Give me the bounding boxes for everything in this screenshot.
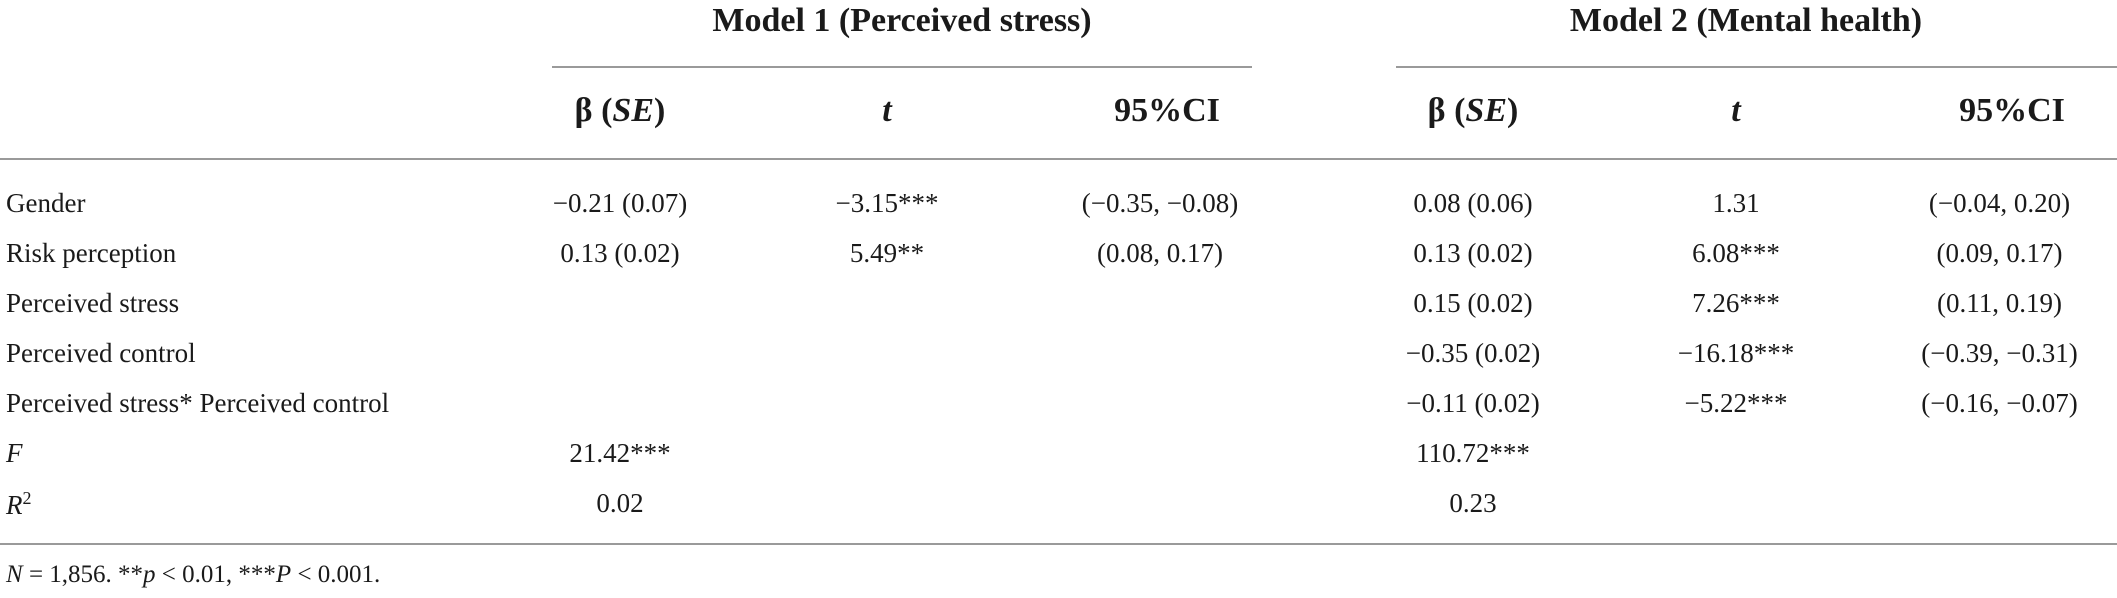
model-2-rule bbox=[1396, 66, 2117, 68]
cell: 0.08 (0.06) bbox=[1413, 188, 1533, 218]
row-label-f: F bbox=[6, 438, 23, 468]
cell: −0.21 (0.07) bbox=[552, 188, 688, 218]
cell: 7.26*** bbox=[1692, 288, 1780, 318]
cell: 0.02 bbox=[596, 488, 644, 518]
row-label-risk-perception: Risk perception bbox=[6, 238, 177, 268]
cell: (0.11, 0.19) bbox=[1937, 288, 2062, 318]
row-label-gender: Gender bbox=[6, 188, 86, 218]
cell: (−0.35, −0.08) bbox=[1081, 188, 1239, 218]
cell: −3.15*** bbox=[835, 188, 939, 218]
row-label-perceived-stress: Perceived stress bbox=[6, 288, 180, 318]
cell: 21.42*** bbox=[569, 438, 671, 468]
cell: 0.13 (0.02) bbox=[560, 238, 680, 268]
cell: (−0.39, −0.31) bbox=[1921, 338, 2078, 368]
cell: 5.49** bbox=[849, 238, 925, 268]
model-2-title: Model 2 (Mental health) bbox=[1569, 2, 1923, 39]
cell: −5.22*** bbox=[1684, 388, 1788, 418]
cell: (−0.16, −0.07) bbox=[1921, 388, 2078, 418]
cell: 0.23 bbox=[1449, 488, 1497, 518]
row-label-r-squared: R2 bbox=[6, 488, 32, 520]
model-1-rule bbox=[552, 66, 1252, 68]
table-bottom-rule bbox=[0, 543, 2117, 545]
col-beta-m1: β (SE) bbox=[574, 92, 666, 129]
cell: 0.13 (0.02) bbox=[1413, 238, 1533, 268]
cell: −0.35 (0.02) bbox=[1405, 338, 1541, 368]
cell: 110.72*** bbox=[1416, 438, 1530, 468]
cell: −0.11 (0.02) bbox=[1406, 388, 1540, 418]
cell: (0.08, 0.17) bbox=[1097, 238, 1223, 268]
cell: 6.08*** bbox=[1692, 238, 1780, 268]
col-t-m2: t bbox=[1731, 92, 1741, 129]
col-ci-m1: 95%CI bbox=[1114, 92, 1220, 129]
model-1-title: Model 1 (Perceived stress) bbox=[712, 2, 1092, 39]
row-label-interaction: Perceived stress* Perceived control bbox=[6, 388, 390, 418]
cell: −16.18*** bbox=[1677, 338, 1795, 368]
cell: 1.31 bbox=[1712, 188, 1760, 218]
col-beta-m2: β (SE) bbox=[1427, 92, 1519, 129]
col-ci-m2: 95%CI bbox=[1959, 92, 2065, 129]
header-rule bbox=[0, 158, 2117, 160]
table-footnote: N = 1,856. **p < 0.01, ***P < 0.001. bbox=[6, 561, 381, 588]
cell: (−0.04, 0.20) bbox=[1928, 188, 2071, 218]
cell: (0.09, 0.17) bbox=[1936, 238, 2063, 268]
col-t-m1: t bbox=[882, 92, 892, 129]
cell: 0.15 (0.02) bbox=[1413, 288, 1533, 318]
row-label-perceived-control: Perceived control bbox=[6, 338, 196, 368]
